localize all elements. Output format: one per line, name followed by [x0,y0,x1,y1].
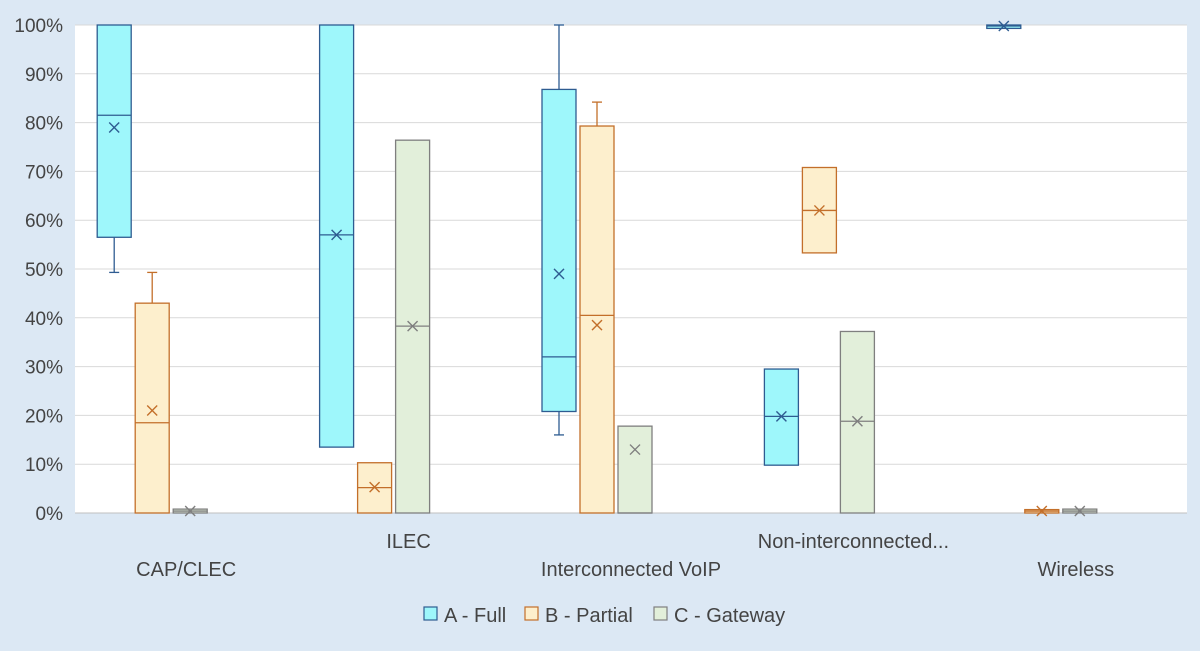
box-c-1 [394,139,431,514]
box-body [617,425,653,514]
legend-swatch [423,606,438,621]
box-body [134,302,170,514]
category-label: CAP/CLEC [136,559,236,581]
y-tick-label: 30% [25,358,63,379]
category-label: ILEC [386,531,430,553]
y-tick-label: 40% [25,309,63,330]
mean-marker [407,320,419,332]
mean-marker [108,121,120,133]
mean-marker [184,505,196,517]
box-a-2 [541,24,577,436]
x-axis-categories: CAP/CLEC ILEC Interconnected VoIP Non-inter… [136,531,1114,581]
category-label: Non-interconnected... [758,531,949,553]
y-tick-label: 60% [25,211,63,232]
box-a-0 [96,24,132,274]
boxes [96,20,1098,517]
mean-marker [146,405,158,417]
mean-marker [629,444,641,456]
box-body [541,88,577,413]
mean-marker [591,319,603,331]
legend-swatch [653,606,668,621]
mean-marker [775,410,787,422]
box-body [96,24,132,238]
y-tick-label: 90% [25,65,63,86]
box-body [318,24,355,448]
box-b-0 [134,271,170,514]
mean-marker [369,481,381,493]
y-tick-label: 70% [25,162,63,183]
box-b-1 [356,462,393,514]
y-tick-label: 100% [14,16,63,37]
mean-marker [331,229,343,241]
y-tick-label: 20% [25,406,63,427]
mean-marker [998,20,1010,32]
legend-label: A - Full [444,605,506,627]
y-axis-ticks: 0% 10% 20% 30% 40% 50% 60% 70% 80% 90% 100% [14,16,63,525]
legend-label: B - Partial [545,605,633,627]
box-b-3 [801,166,838,254]
box-c-0 [172,505,208,517]
box-a-4 [986,20,1022,32]
legend-swatch [524,606,539,621]
mean-marker [1036,505,1048,517]
y-tick-label: 10% [25,455,63,476]
legend-label: C - Gateway [674,605,785,627]
box-c-4 [1062,505,1098,517]
box-a-3 [763,368,800,466]
category-label: Interconnected VoIP [541,559,721,581]
mean-marker [851,415,863,427]
mean-marker [1074,505,1086,517]
box-c-2 [617,425,653,514]
box-b-2 [579,101,615,514]
y-tick-label: 0% [36,504,64,525]
box-a-1 [318,24,355,448]
y-tick-label: 50% [25,260,63,281]
mean-marker [553,268,565,280]
box-body [579,125,615,514]
box-c-3 [839,330,876,514]
legend: A - Full B - Partial C - Gateway [423,605,785,627]
y-tick-label: 80% [25,114,63,135]
mean-marker [813,204,825,216]
category-label: Wireless [1037,559,1114,581]
box-b-4 [1024,505,1060,517]
